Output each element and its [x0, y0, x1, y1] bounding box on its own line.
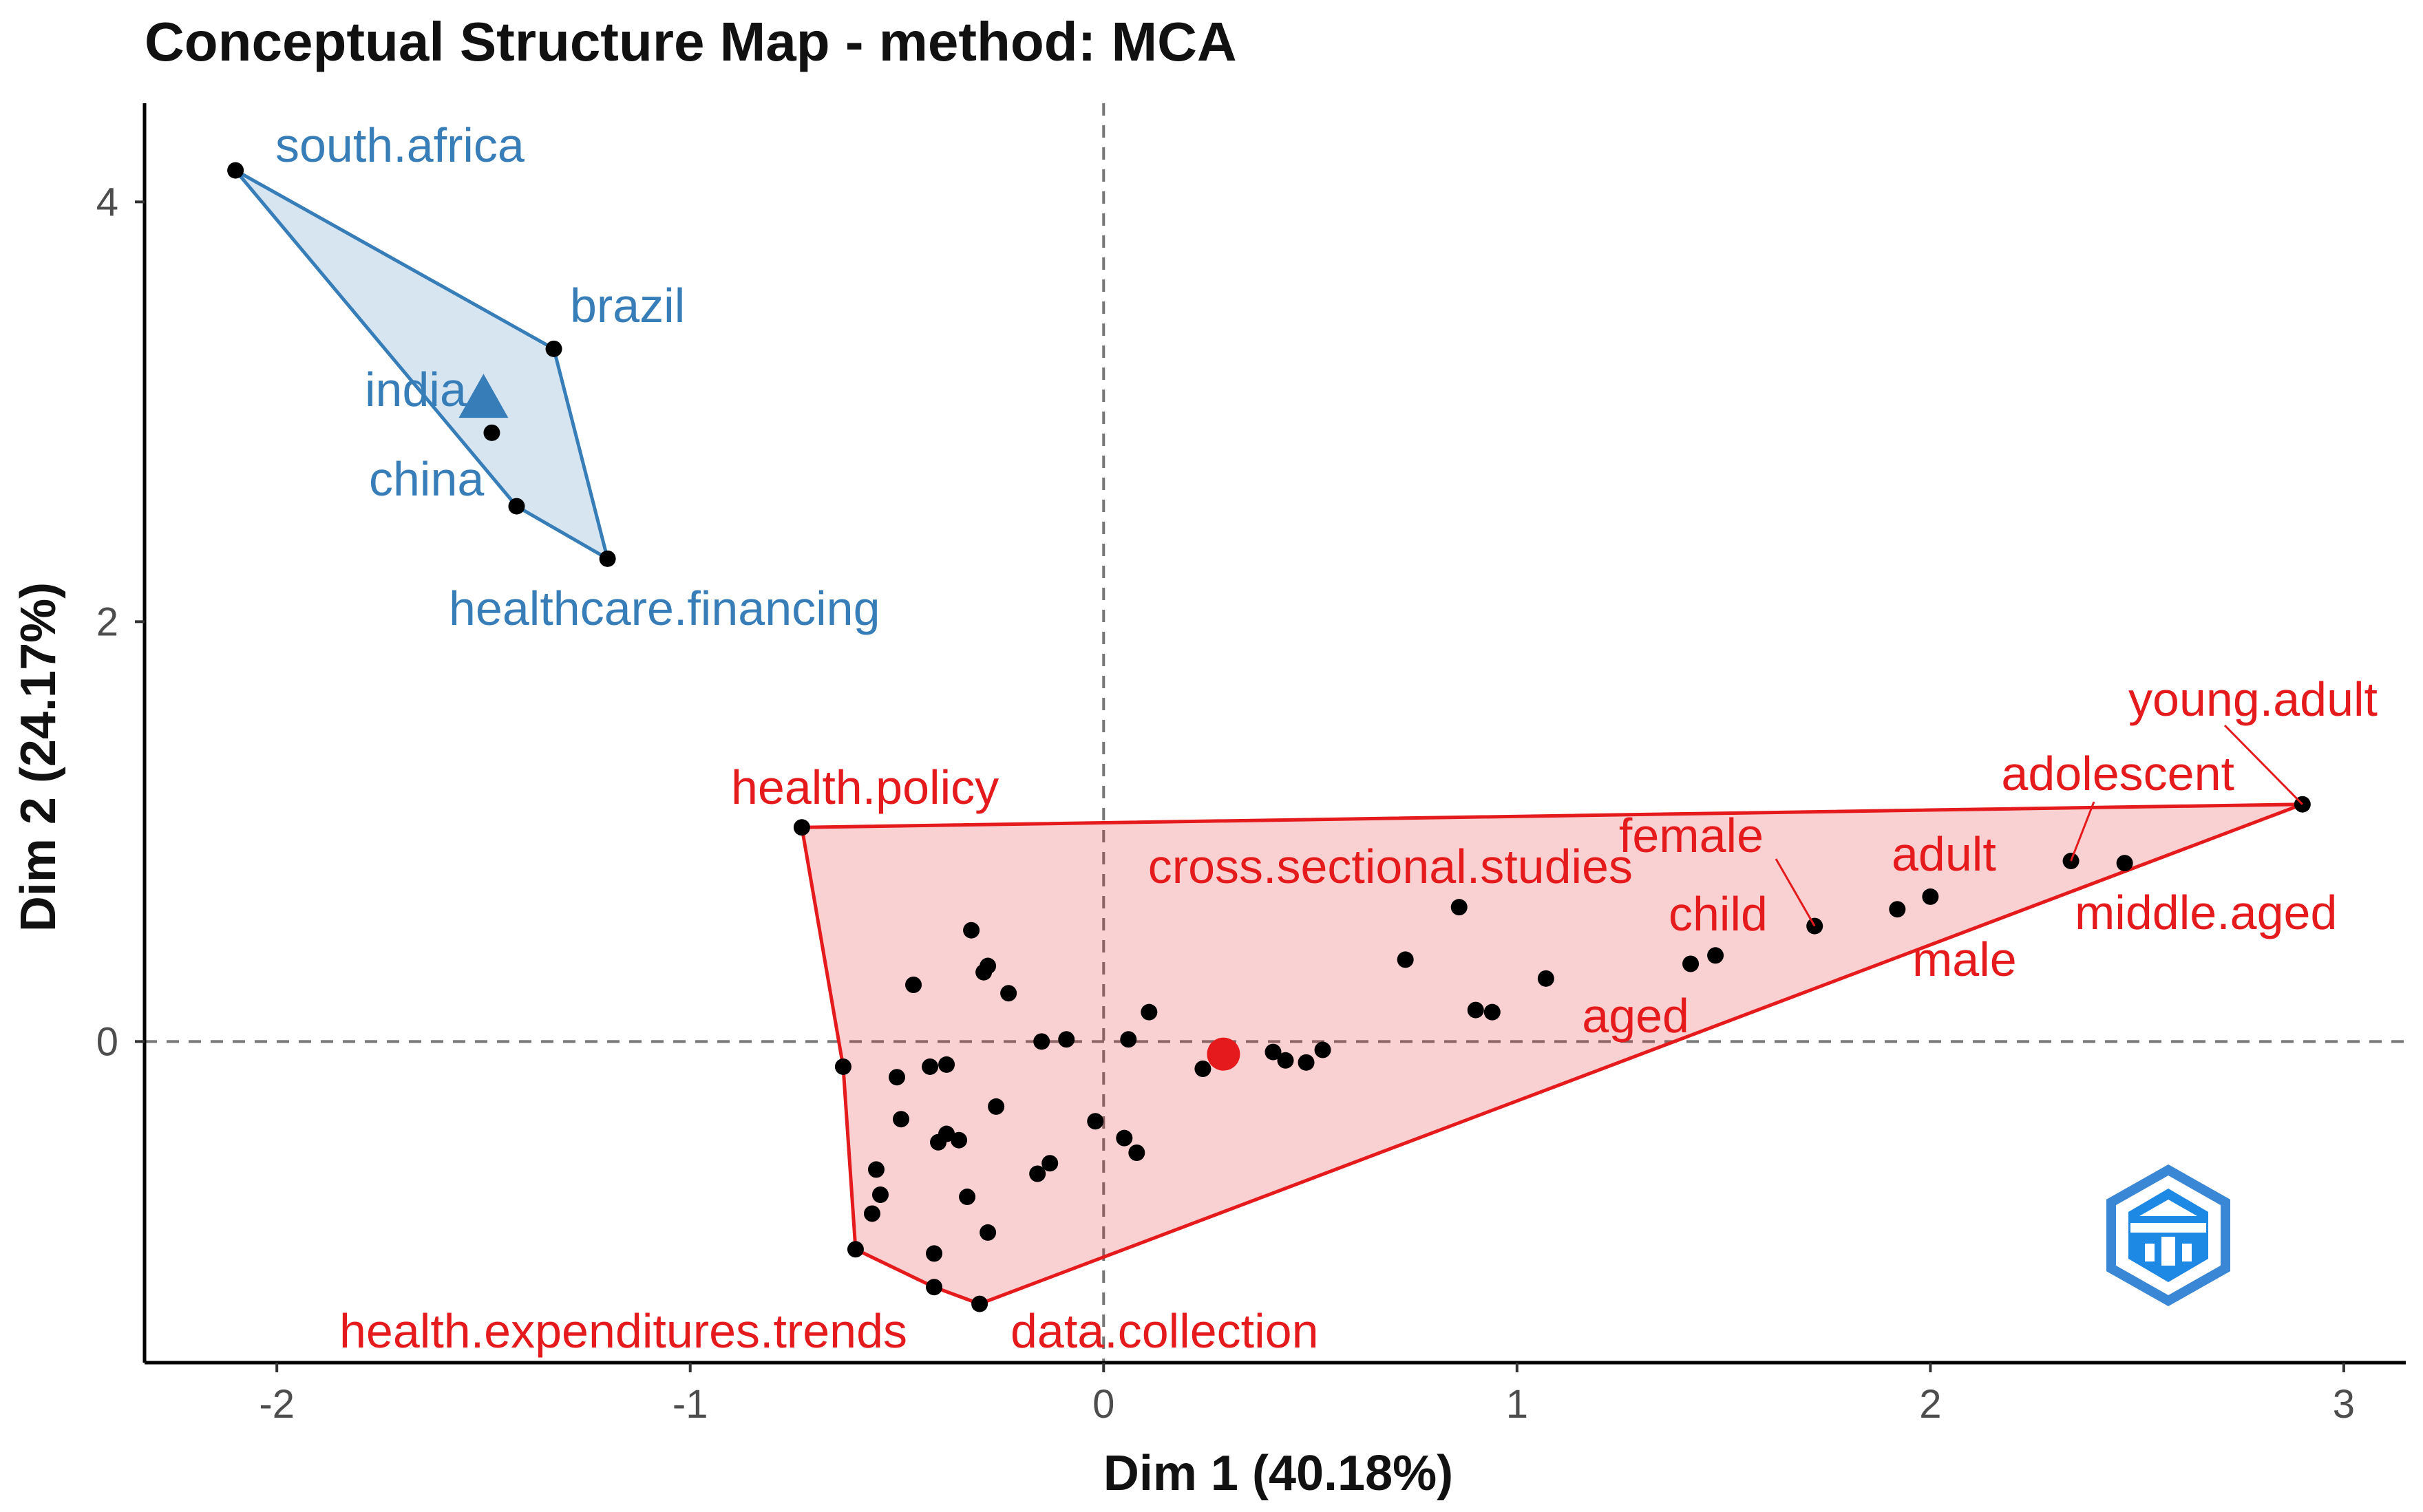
x-tick-label: 3: [2333, 1382, 2355, 1427]
cluster-centroid-circle: [1207, 1037, 1240, 1071]
point-label: adult: [1892, 827, 1996, 881]
data-point: [1058, 1031, 1075, 1048]
point-label: child: [1669, 887, 1768, 941]
data-point: [793, 819, 810, 836]
point-label: middle.aged: [2075, 886, 2337, 939]
bibliometrix-logo: [2106, 1164, 2230, 1307]
x-tick-label: 1: [1506, 1382, 1528, 1427]
data-point: [1194, 1061, 1212, 1077]
data-point: [483, 424, 500, 441]
data-point: [1298, 1054, 1315, 1071]
point-label: india: [365, 363, 467, 416]
data-point: [1397, 951, 1414, 968]
data-point: [847, 1241, 864, 1258]
data-point: [1041, 1155, 1059, 1172]
data-point: [1450, 899, 1468, 916]
data-point: [905, 977, 922, 993]
x-tick-label: -1: [673, 1382, 708, 1427]
point-label: healthcare.financing: [449, 582, 880, 635]
y-tick-label: 0: [96, 1019, 118, 1064]
data-point: [1889, 901, 1906, 918]
data-point: [1922, 888, 1939, 905]
data-point: [508, 498, 525, 515]
x-axis-title: Dim 1 (40.18%): [1103, 1446, 1453, 1501]
data-point: [1128, 1144, 1145, 1161]
data-point: [1087, 1113, 1104, 1130]
x-tick-label: 2: [1919, 1382, 1941, 1427]
data-point: [545, 340, 562, 357]
data-point: [893, 1111, 910, 1128]
data-point: [888, 1069, 905, 1086]
data-point: [1707, 947, 1724, 964]
data-point: [227, 162, 244, 179]
data-point: [1277, 1052, 1294, 1069]
data-point: [1483, 1003, 1501, 1021]
y-tick-label: 4: [96, 180, 118, 224]
y-tick-label: 2: [96, 599, 118, 644]
data-point: [1029, 1165, 1046, 1182]
data-point: [1467, 1001, 1484, 1019]
data-point: [871, 1186, 889, 1203]
label-leader-line: [2223, 724, 2303, 805]
data-point: [1120, 1031, 1137, 1048]
point-label: data.collection: [1011, 1304, 1319, 1358]
chart-title: Conceptual Structure Map - method: MCA: [145, 11, 1237, 72]
data-point: [926, 1279, 943, 1296]
data-point: [1314, 1041, 1331, 1058]
point-label: female: [1619, 809, 1764, 862]
data-point: [867, 1161, 885, 1178]
data-point: [834, 1058, 851, 1075]
point-label: south.africa: [275, 118, 525, 172]
data-point: [2116, 855, 2133, 872]
data-point: [1141, 1003, 1158, 1021]
data-point: [863, 1205, 880, 1222]
data-point: [980, 957, 997, 975]
data-point: [922, 1058, 939, 1075]
label-leader-line: [2070, 801, 2095, 862]
data-point: [926, 1245, 943, 1262]
data-point: [1116, 1129, 1133, 1147]
point-label: brazil: [570, 279, 685, 332]
data-point: [1265, 1043, 1282, 1061]
data-point: [1537, 970, 1554, 987]
point-label: cross.sectional.studies: [1148, 840, 1633, 893]
x-tick-label: -2: [259, 1382, 295, 1427]
data-point: [980, 1224, 997, 1241]
data-point: [1033, 1033, 1050, 1050]
data-point: [938, 1125, 955, 1142]
plot-area: -2 -1 0 1 2 3 0 2 4 south.africa brazil india china h…: [96, 103, 2406, 1427]
data-point: [938, 1056, 955, 1073]
data-point: [599, 550, 616, 567]
data-point: [1682, 955, 1700, 972]
cluster-centroid-triangle: [458, 374, 509, 418]
data-point: [1000, 985, 1017, 1002]
point-label: health.expenditures.trends: [339, 1304, 907, 1358]
data-point: [971, 1295, 988, 1312]
point-label: young.adult: [2128, 672, 2378, 726]
point-label: aged: [1582, 989, 1689, 1043]
point-label: male: [1912, 933, 2017, 986]
point-label: health.policy: [731, 760, 999, 814]
data-point: [963, 922, 980, 939]
x-tick-label: 0: [1092, 1382, 1114, 1427]
label-leader-line: [1775, 858, 1816, 927]
y-axis-title: Dim 2 (24.17%): [11, 582, 66, 932]
data-point: [951, 1131, 968, 1149]
point-label: china: [369, 452, 484, 506]
data-point: [959, 1189, 976, 1206]
point-label: adolescent: [2001, 747, 2234, 800]
data-point: [988, 1098, 1005, 1115]
